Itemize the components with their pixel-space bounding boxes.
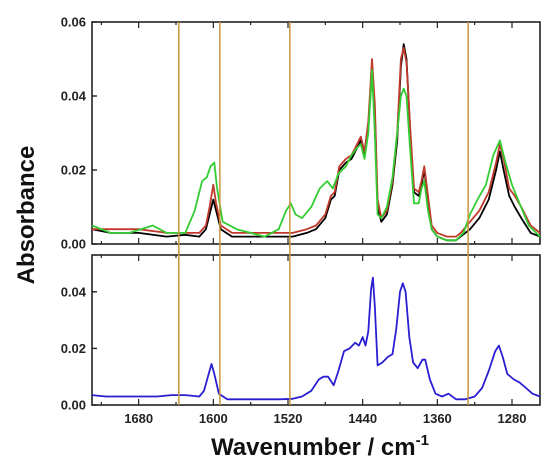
bottom-series-line-1 bbox=[91, 276, 541, 401]
x-tick-label: 1600 bbox=[199, 411, 228, 426]
x-tick-label: 1680 bbox=[124, 411, 153, 426]
top-series-line-3 bbox=[91, 69, 541, 242]
x-tick-label: 1520 bbox=[274, 411, 303, 426]
bottom-y-tick-label: 0.02 bbox=[61, 341, 86, 356]
x-tick-label: 1360 bbox=[423, 411, 452, 426]
bottom-plot-frame bbox=[91, 254, 541, 406]
top-plot-frame bbox=[91, 21, 541, 245]
bottom-y-ticks: 0.00 0.02 0.04 bbox=[61, 284, 97, 413]
top-y-tick-label: 0.02 bbox=[61, 163, 86, 178]
x-tick-label: 1280 bbox=[498, 411, 527, 426]
y-axis-title: Absorbance bbox=[13, 146, 40, 285]
top-series-group bbox=[91, 43, 541, 242]
top-y-tick-label: 0.00 bbox=[61, 237, 86, 252]
top-series-line-1 bbox=[91, 43, 541, 242]
bottom-x-ticks: 1680 1600 1520 1440 1360 1280 bbox=[100, 255, 527, 426]
x-tick-label: 1440 bbox=[348, 411, 377, 426]
reference-lines bbox=[178, 22, 469, 405]
top-y-tick-label: 0.04 bbox=[61, 89, 87, 104]
bottom-series-group bbox=[91, 276, 541, 401]
x-axis-title-main: Wavenumber / cm bbox=[211, 434, 416, 461]
top-y-ticks: 0.00 0.02 0.04 0.06 bbox=[61, 15, 513, 252]
x-axis-title-superscript: -1 bbox=[416, 432, 429, 449]
x-axis-title: Wavenumber / cm-1 bbox=[211, 432, 429, 461]
bottom-panel: 0.00 0.02 0.04 1680 1600 1520 1440 1360 1280 bbox=[61, 254, 541, 426]
top-y-tick-label: 0.06 bbox=[61, 15, 86, 30]
bottom-y-tick-label: 0.00 bbox=[61, 398, 86, 413]
bottom-y-tick-label: 0.04 bbox=[61, 284, 87, 299]
